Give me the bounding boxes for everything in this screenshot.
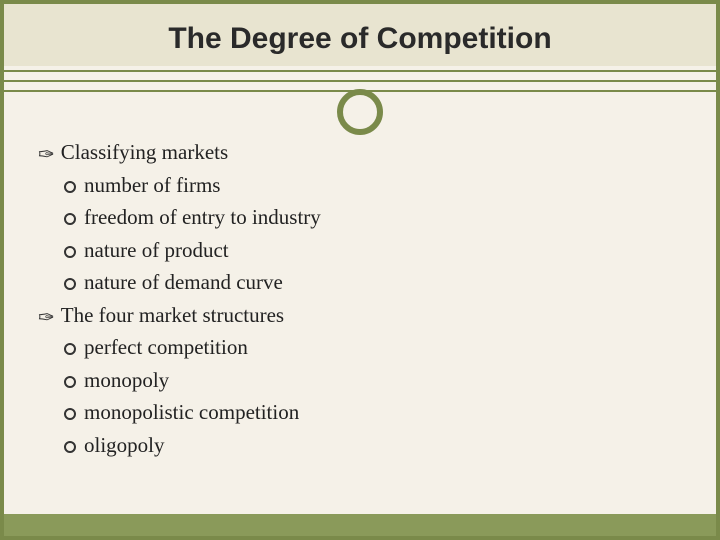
bullet-level2: perfect competition <box>38 331 682 364</box>
bullet-level2: number of firms <box>38 169 682 202</box>
circle-ornament-icon <box>337 89 383 135</box>
bullet-text: monopoly <box>84 364 169 397</box>
circle-bullet-icon <box>64 278 76 290</box>
swirl-bullet-icon: ✑ <box>38 308 55 328</box>
circle-bullet-icon <box>64 246 76 258</box>
title-region: The Degree of Competition <box>4 4 716 66</box>
circle-bullet-icon <box>64 441 76 453</box>
bullet-level1: ✑ Classifying markets <box>38 136 682 169</box>
bullet-level2: monopolistic competition <box>38 396 682 429</box>
bullet-level2: nature of product <box>38 234 682 267</box>
bullet-text: number of firms <box>84 169 220 202</box>
circle-bullet-icon <box>64 408 76 420</box>
content-region: ✑ Classifying markets number of firms fr… <box>4 106 716 471</box>
bullet-level2: monopoly <box>38 364 682 397</box>
bullet-text: nature of product <box>84 234 229 267</box>
divider-line <box>4 80 716 82</box>
bullet-level2: freedom of entry to industry <box>38 201 682 234</box>
bullet-level2: nature of demand curve <box>38 266 682 299</box>
divider-line <box>4 70 716 72</box>
swirl-bullet-icon: ✑ <box>38 145 55 165</box>
circle-bullet-icon <box>64 213 76 225</box>
bullet-text: freedom of entry to industry <box>84 201 321 234</box>
bullet-text: Classifying markets <box>61 136 228 169</box>
bullet-text: The four market structures <box>61 299 284 332</box>
circle-bullet-icon <box>64 376 76 388</box>
circle-bullet-icon <box>64 181 76 193</box>
slide-frame: The Degree of Competition ✑ Classifying … <box>0 0 720 540</box>
bullet-text: perfect competition <box>84 331 248 364</box>
bullet-level2: oligopoly <box>38 429 682 462</box>
bullet-text: oligopoly <box>84 429 165 462</box>
bullet-text: nature of demand curve <box>84 266 283 299</box>
bullet-text: monopolistic competition <box>84 396 299 429</box>
slide-title: The Degree of Competition <box>4 22 716 56</box>
bullet-level1: ✑ The four market structures <box>38 299 682 332</box>
footer-bar <box>4 514 716 536</box>
circle-bullet-icon <box>64 343 76 355</box>
